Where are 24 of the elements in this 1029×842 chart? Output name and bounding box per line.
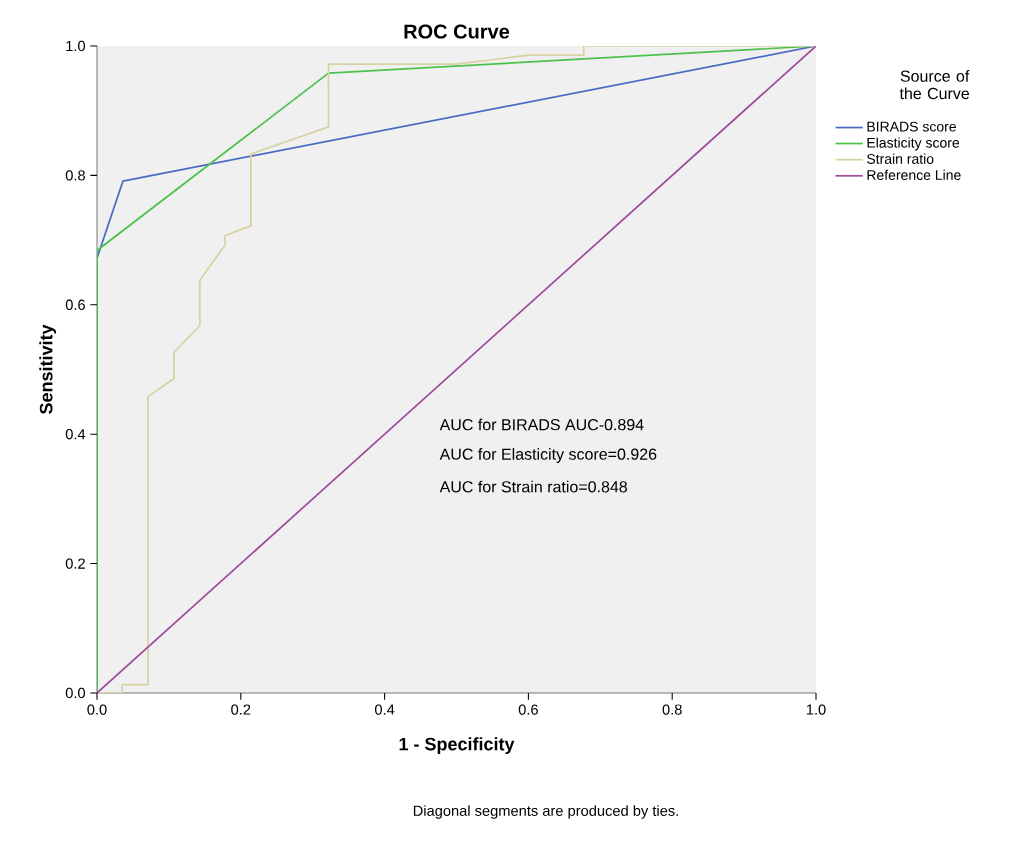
x-tick-label: 0.8: [662, 704, 682, 715]
y-axis-title: Sensitivity: [39, 324, 57, 414]
annotation: AUC for Elasticity score=0.926: [439, 448, 657, 463]
x-tick-label: 0.6: [518, 704, 538, 715]
y-tick-label: 0.2: [65, 558, 85, 569]
x-tick-label: 0.2: [231, 704, 251, 715]
x-tick-label: 0.0: [87, 704, 107, 715]
chart-title: ROC Curve: [404, 24, 510, 39]
annotation: AUC for Strain ratio=0.848: [439, 480, 628, 493]
legend-label: BIRADS score: [867, 121, 956, 132]
legend-title: Source of the Curve: [899, 70, 970, 100]
x-tick-label: 0.4: [374, 704, 395, 715]
x-tick-label: 1.0: [806, 704, 826, 715]
text: Diagonal segments are produced by ties.: [413, 805, 678, 819]
annotation: AUC for BIRADS AUC-0.894: [439, 418, 644, 431]
y-tick-label: 0.0: [65, 687, 86, 699]
y-tick-label: 0.8: [65, 170, 85, 181]
y-tick-label: 0.4: [65, 429, 86, 440]
y-tick-label: 0.6: [65, 299, 85, 310]
legend-label: Elasticity score: [867, 137, 960, 151]
x-axis-title: 1 - Specificity: [399, 737, 515, 755]
legend-label: Strain ratio: [866, 153, 934, 164]
legend-label: Reference Line: [867, 169, 961, 181]
y-tick-label: 1.0: [66, 40, 86, 52]
